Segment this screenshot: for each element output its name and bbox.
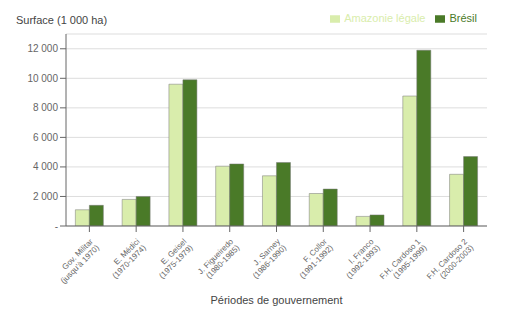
svg-text:6 000: 6 000 [33,132,58,143]
svg-text:Périodes de gouvernement: Périodes de gouvernement [210,294,342,306]
svg-text:F.H. Cardoso 2(2000-2003): F.H. Cardoso 2(2000-2003) [425,237,476,288]
svg-text:4 000: 4 000 [33,161,58,172]
svg-text:E. Geisel(1975-1979): E. Geisel(1975-1979) [151,237,195,281]
svg-text:10 000: 10 000 [27,73,58,84]
svg-text:J. Figueiredo(1980-1985): J. Figueiredo(1980-1985) [196,237,242,283]
svg-text:8 000: 8 000 [33,102,58,113]
svg-text:-: - [55,221,58,232]
html-text:Brésil: Brésil [449,12,477,24]
svg-text:E. Médici(1970-1974): E. Médici(1970-1974) [104,237,148,281]
svg-text:F. Collor(1991-1992): F. Collor(1991-1992) [292,237,336,281]
svg-text:F.H. Cardoso 1(1995-1999): F.H. Cardoso 1(1995-1999) [378,237,429,288]
html-text:Surface (1 000 ha): Surface (1 000 ha) [16,14,108,26]
html-text:Amazonie légale: Amazonie légale [344,12,426,24]
svg-text:2 000: 2 000 [33,191,58,202]
svg-text:J. Sarney(1986-1990): J. Sarney(1986-1990) [245,237,289,281]
svg-text:Gov. Militar(jusqu’à 1970): Gov. Militar(jusqu’à 1970) [53,237,102,286]
svg-text:I. Franco(1992-1993): I. Franco(1992-1993) [338,237,382,281]
svg-text:12 000: 12 000 [27,43,58,54]
